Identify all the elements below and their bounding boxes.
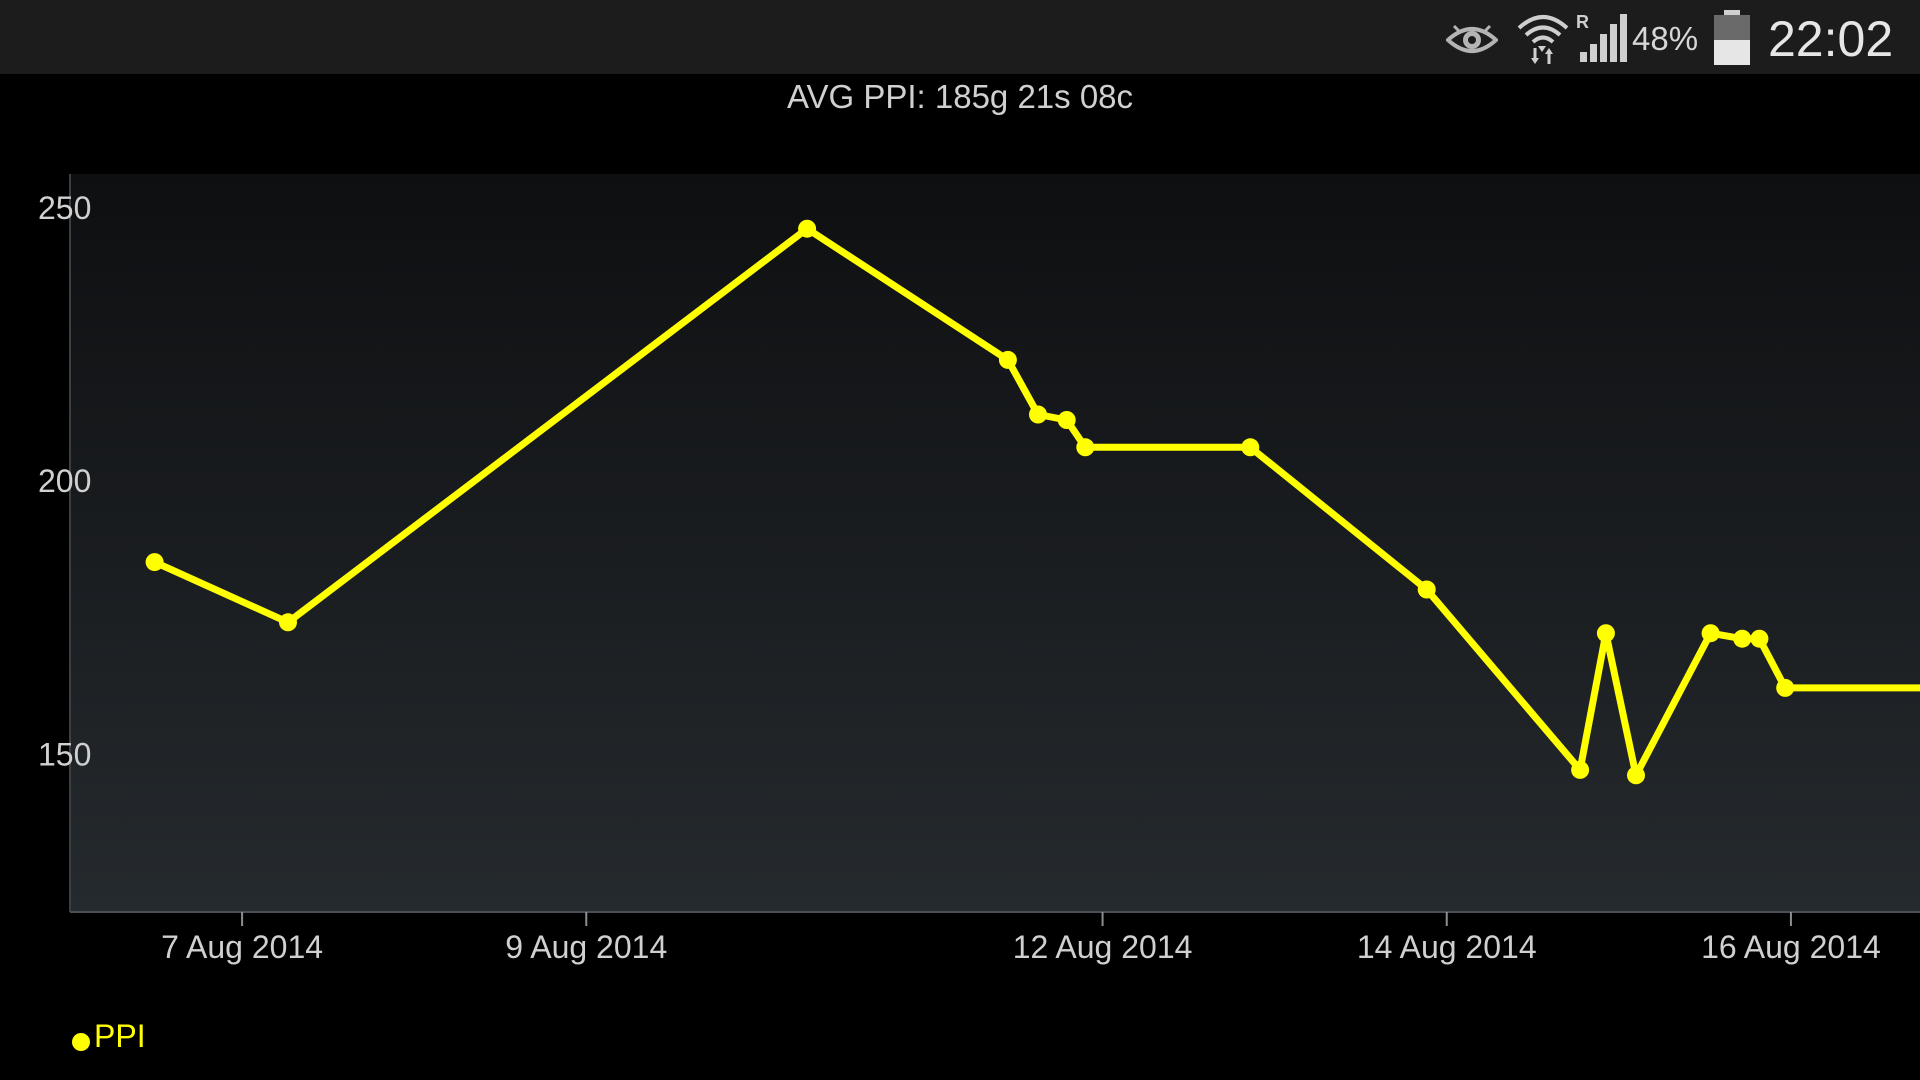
battery-percent: 48% — [1632, 20, 1699, 57]
x-axis-ticks: 7 Aug 2014 9 Aug 2014 12 Aug 2014 14 Aug 20… — [161, 912, 1881, 965]
data-point — [1241, 438, 1260, 457]
y-axis-ticks: 150 200 250 — [38, 190, 91, 773]
y-tick-label: 150 — [38, 736, 91, 772]
data-point — [1571, 760, 1590, 779]
y-tick-label: 250 — [38, 190, 91, 226]
data-point — [998, 350, 1017, 369]
data-point — [145, 553, 164, 572]
x-tick-label: 14 Aug 2014 — [1357, 929, 1537, 965]
series-line-ppi — [151, 225, 1920, 779]
data-point — [1057, 411, 1076, 429]
data-point — [1596, 624, 1615, 643]
clock: 22:02 — [1768, 11, 1894, 67]
roaming-signal-icon: R — [1576, 12, 1627, 62]
x-tick-label: 7 Aug 2014 — [161, 929, 323, 965]
chart-title: AVG PPI: 185g 21s 08c — [786, 78, 1134, 115]
eye-icon — [1446, 24, 1498, 53]
wifi-icon — [1517, 15, 1569, 64]
status-bar: R 48% 22:02 — [0, 0, 1920, 74]
x-tick-label: 16 Aug 2014 — [1701, 929, 1881, 965]
data-point — [798, 219, 817, 238]
x-tick-label: 12 Aug 2014 — [1013, 929, 1193, 965]
y-tick-label: 200 — [38, 463, 91, 499]
x-tick-label: 9 Aug 2014 — [505, 929, 667, 965]
data-point — [1750, 629, 1769, 648]
svg-text:R: R — [1576, 12, 1589, 32]
data-point — [1776, 678, 1795, 697]
legend-marker-ppi — [72, 1032, 90, 1051]
data-point — [1029, 405, 1047, 424]
data-point — [1627, 766, 1645, 785]
data-point — [1076, 438, 1095, 457]
data-point — [279, 613, 297, 632]
plot-area — [70, 174, 1920, 912]
data-point — [1417, 580, 1436, 599]
legend: PPI — [72, 1018, 146, 1055]
data-point — [1733, 629, 1752, 648]
series-points-ppi — [145, 219, 1795, 785]
battery-icon — [1714, 10, 1750, 65]
legend-label-ppi: PPI — [94, 1018, 146, 1054]
data-point — [1701, 624, 1720, 643]
